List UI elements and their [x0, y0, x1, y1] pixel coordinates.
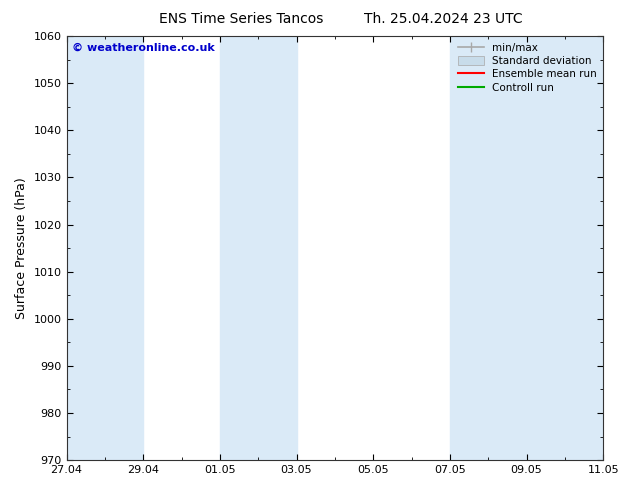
Y-axis label: Surface Pressure (hPa): Surface Pressure (hPa)	[15, 177, 28, 319]
Bar	[220, 36, 297, 460]
Bar	[67, 36, 143, 460]
Text: © weatheronline.co.uk: © weatheronline.co.uk	[72, 43, 215, 52]
Legend: min/max, Standard deviation, Ensemble mean run, Controll run: min/max, Standard deviation, Ensemble me…	[454, 38, 601, 97]
Bar	[450, 36, 603, 460]
Text: Th. 25.04.2024 23 UTC: Th. 25.04.2024 23 UTC	[365, 12, 523, 26]
Text: ENS Time Series Tancos: ENS Time Series Tancos	[158, 12, 323, 26]
